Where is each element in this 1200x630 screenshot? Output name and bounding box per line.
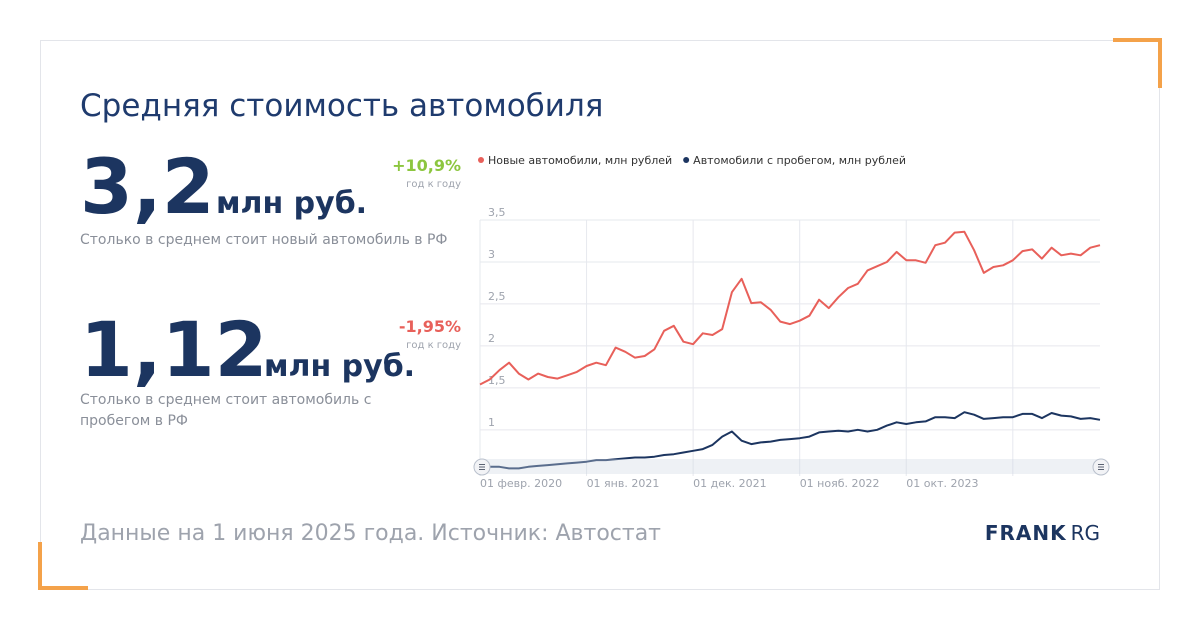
kpi-description-box: Столько в среднем стоит новый автомобиль… — [80, 232, 448, 248]
y-tick-label: 2 — [488, 332, 495, 345]
x-tick-label: 01 февр. 2020 — [480, 477, 562, 490]
legend-label: Новые автомобили, млн рублей — [488, 154, 672, 167]
kpi-description: Столько в среднем стоит новый автомобиль… — [80, 232, 448, 248]
x-tick-label: 01 окт. 2023 — [906, 477, 978, 490]
series-line — [479, 230, 1101, 386]
y-tick-label: 2,5 — [488, 290, 506, 303]
plot: 3,5 3 2,5 2 1,5 1 01 февр. 2020 01 янв. 2021 01 … — [473, 154, 1110, 490]
logo-bold: FRANK — [985, 521, 1067, 545]
kpi-change-note: год к году — [406, 179, 461, 190]
y-tick-label: 1,5 — [488, 374, 506, 387]
logo: FRANK RG — [985, 521, 1100, 545]
legend-marker — [478, 157, 484, 163]
corner-accent — [38, 542, 88, 590]
kpi-change-note: год к году — [406, 340, 461, 351]
navigator-grip — [479, 464, 485, 470]
legend-marker — [683, 157, 690, 163]
kpi: 1,12 млн руб. -1,95% год к году Столько … — [80, 305, 461, 429]
kpi-change: -1,95% — [399, 317, 461, 336]
x-tick-label: 01 янв. 2021 — [587, 477, 660, 490]
kpi-unit: млн руб. — [216, 186, 367, 221]
x-tick-label: 01 нояб. 2022 — [800, 477, 880, 490]
kpi-description: Столько в среднем стоит автомобиль с про… — [80, 392, 372, 429]
kpi-value: 3,2 — [80, 142, 215, 231]
series-line — [479, 411, 1101, 472]
kpi-unit: млн руб. — [264, 349, 415, 384]
corner-accent — [1113, 38, 1162, 88]
title: Средняя стоимость автомобиля — [80, 88, 603, 124]
card-frame — [40, 40, 1160, 590]
navigator-grip — [1098, 464, 1104, 470]
kpi-value: 1,12 — [80, 305, 268, 394]
logo-light: RG — [1071, 521, 1100, 545]
kpi: 3,2 млн руб. +10,9% год к году Столько в… — [80, 142, 461, 248]
x-tick-label: 01 дек. 2021 — [693, 477, 767, 490]
kpi-change: +10,9% — [392, 156, 461, 175]
y-tick-label: 3,5 — [488, 206, 506, 219]
kpi-description-box: Столько в среднем стоит автомобиль с про… — [80, 392, 372, 429]
y-tick-label: 1 — [488, 416, 495, 429]
source: Данные на 1 июня 2025 года. Источник: Ав… — [80, 521, 661, 546]
legend-label: Автомобили с пробегом, млн рублей — [693, 154, 906, 167]
navigator — [480, 459, 1100, 474]
y-tick-label: 3 — [488, 248, 495, 261]
